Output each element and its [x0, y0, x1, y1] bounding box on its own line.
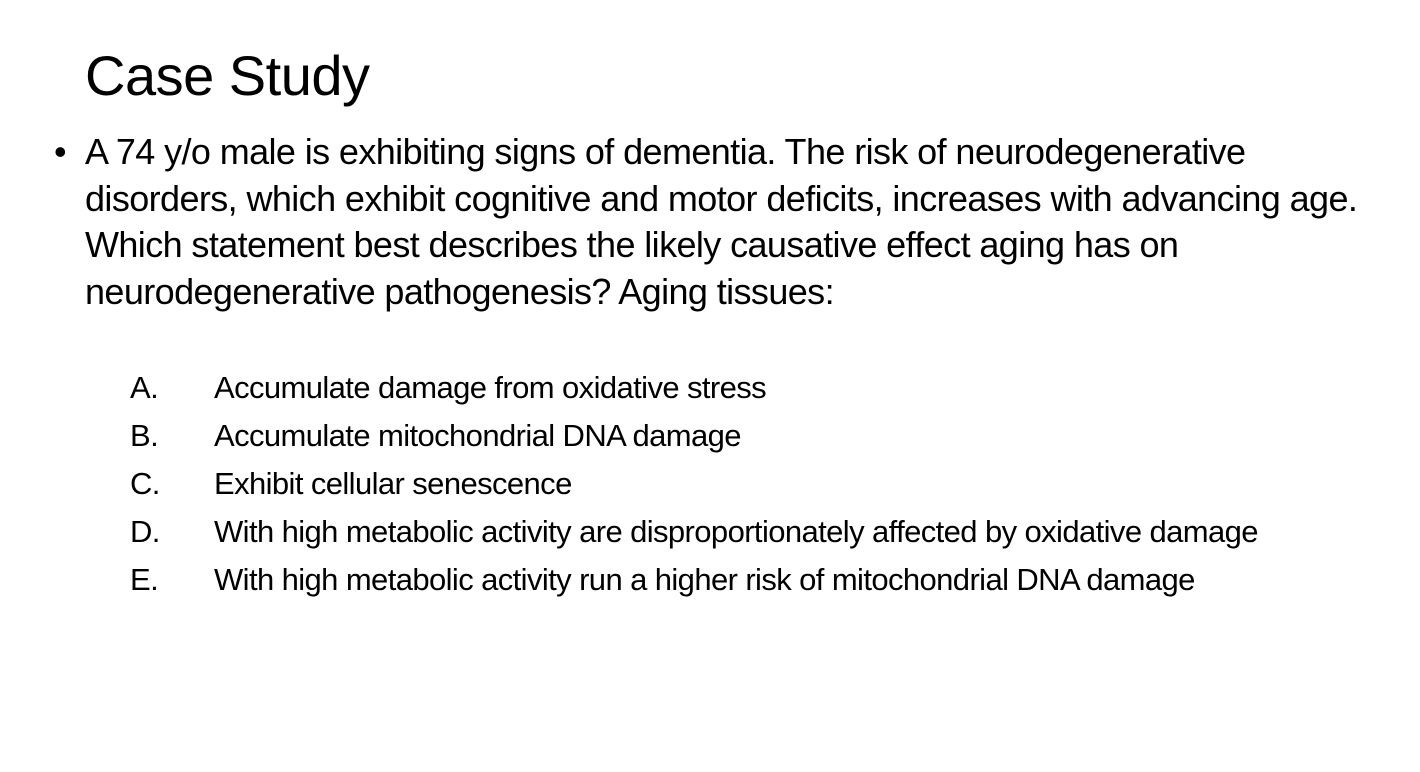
answer-option-b: B. Accumulate mitochondrial DNA damage: [130, 416, 1390, 456]
option-letter: A.: [130, 370, 159, 405]
option-text: Accumulate damage from oxidative stress: [214, 370, 767, 405]
answer-options-list: A. Accumulate damage from oxidative stre…: [130, 368, 1390, 608]
question-text: A 74 y/o male is exhibiting signs of dem…: [85, 131, 1358, 312]
option-letter: D.: [130, 514, 160, 549]
option-text: Exhibit cellular senescence: [214, 466, 572, 501]
answer-option-e: E. With high metabolic activity run a hi…: [130, 560, 1390, 600]
option-letter: E.: [130, 562, 159, 597]
option-letter: C.: [130, 466, 160, 501]
option-text: With high metabolic activity are disprop…: [214, 514, 1259, 549]
option-text: With high metabolic activity run a highe…: [214, 562, 1195, 597]
answer-option-c: C. Exhibit cellular senescence: [130, 464, 1390, 504]
slide-title: Case Study: [85, 44, 370, 107]
bullet-point: •: [54, 131, 67, 172]
answer-option-d: D. With high metabolic activity are disp…: [130, 512, 1390, 552]
answer-option-a: A. Accumulate damage from oxidative stre…: [130, 368, 1390, 408]
option-letter: B.: [130, 418, 159, 453]
option-text: Accumulate mitochondrial DNA damage: [214, 418, 742, 453]
